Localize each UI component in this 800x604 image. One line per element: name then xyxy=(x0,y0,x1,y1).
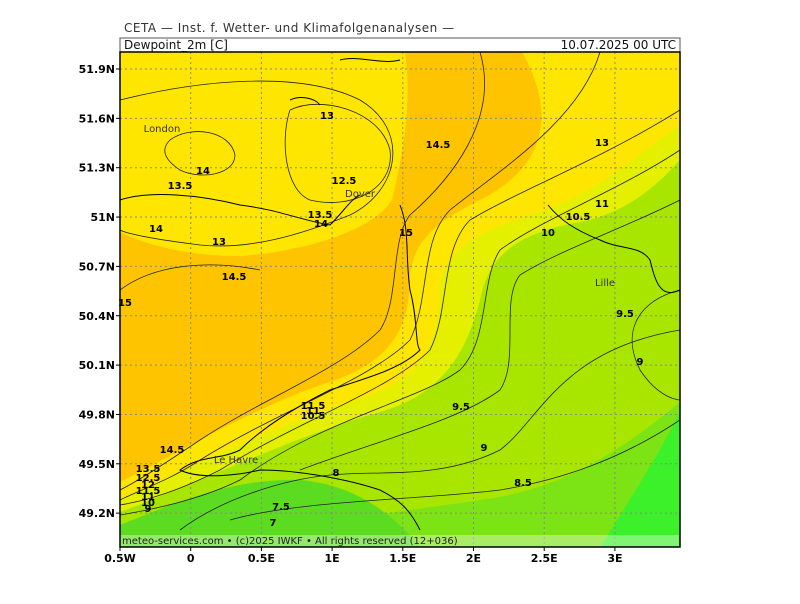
contour-label: 14 xyxy=(149,224,163,235)
contour-label: 12.5 xyxy=(332,176,357,187)
contour-label: 13.5 xyxy=(136,464,161,475)
contour-label: 7.5 xyxy=(272,502,290,513)
y-tick-label: 51.9N xyxy=(79,63,115,76)
contour xyxy=(120,80,394,247)
city-labels: London Dover Lille Le Havre xyxy=(144,124,615,466)
y-tick-label: 51.6N xyxy=(79,112,115,125)
footer-text: meteo-services.com • (c)2025 IWKF • All … xyxy=(122,536,458,547)
coastline xyxy=(120,194,361,226)
contour xyxy=(120,109,680,506)
contour-label: 14.5 xyxy=(426,140,451,151)
coastline xyxy=(289,58,401,106)
contour-label: 10 xyxy=(141,498,155,509)
contour xyxy=(229,419,680,521)
contour-label: 9 xyxy=(145,504,152,515)
contour-label: 9 xyxy=(481,443,488,454)
valid-time: 10.07.2025 00 UTC xyxy=(561,38,676,52)
contour-label: 10.5 xyxy=(301,411,326,422)
contour xyxy=(284,103,391,203)
contour-label: 9.5 xyxy=(616,309,634,320)
y-tick-label: 49.8N xyxy=(79,408,115,421)
city-label: Dover xyxy=(345,189,376,200)
contour-label: 12.5 xyxy=(136,473,161,484)
coastline xyxy=(179,204,421,531)
contour-label: 13 xyxy=(212,237,226,248)
y-tick-label: 51N xyxy=(90,211,115,224)
contour-label: 14.5 xyxy=(160,445,185,456)
city-label: London xyxy=(144,124,181,135)
field-green-mid xyxy=(230,402,680,547)
contour-label: 13.5 xyxy=(308,210,333,221)
y-tick-label: 50.7N xyxy=(79,260,115,273)
contour-label: 9.5 xyxy=(452,402,470,413)
contour-label: 11 xyxy=(595,199,609,210)
border xyxy=(547,204,680,293)
contour-label: 11 xyxy=(306,406,320,417)
contour-label: 7 xyxy=(270,518,277,529)
contour xyxy=(120,52,601,501)
contour-label: 10 xyxy=(541,228,555,239)
contour-label: 12 xyxy=(141,480,155,491)
contour-label: 9 xyxy=(637,357,644,368)
x-tick-label: 1.5E xyxy=(389,552,416,565)
contour-label: 14.5 xyxy=(222,272,247,283)
contour xyxy=(299,199,680,471)
city-label: Lille xyxy=(595,278,615,289)
x-tick-label: 0 xyxy=(187,552,195,565)
contour-label: 8 xyxy=(333,468,340,479)
y-tick-label: 50.4N xyxy=(79,310,115,323)
contour-label: 11.5 xyxy=(136,486,161,497)
contour xyxy=(120,52,485,491)
contour xyxy=(631,289,680,401)
x-tick-label: 2E xyxy=(466,552,481,565)
contour-label: 11.5 xyxy=(301,401,326,412)
x-tick-label: 1E xyxy=(325,552,340,565)
header-title: CETA — Inst. f. Wetter- und Klimafolgena… xyxy=(124,21,455,35)
contour-label: 13.5 xyxy=(168,181,193,192)
footer-strip xyxy=(120,535,680,547)
contour xyxy=(164,131,236,176)
contour-label: 15 xyxy=(399,228,413,239)
x-tick-label: 2.5E xyxy=(531,552,558,565)
axes: 0.5W 0 0.5E 1E 1.5E 2E 2.5E 3E 51.9N 51.6N 51.3N 51… xyxy=(79,63,623,565)
y-tick-label: 51.3N xyxy=(79,162,115,175)
contour-label: 13 xyxy=(320,111,334,122)
y-tick-label: 49.2N xyxy=(79,507,115,520)
field-yellow xyxy=(120,52,408,256)
field-green xyxy=(120,160,680,547)
x-tick-label: 3E xyxy=(607,552,622,565)
contour xyxy=(120,264,261,291)
grid xyxy=(120,52,680,547)
variable-name: Dewpoint_2m [C] xyxy=(124,38,228,52)
contour-label: 8.5 xyxy=(514,478,532,489)
contour-label: 13 xyxy=(595,138,609,149)
x-tick-label: 0.5E xyxy=(248,552,275,565)
city-label: Le Havre xyxy=(214,455,258,466)
y-tick-label: 50.1N xyxy=(79,359,115,372)
contour xyxy=(120,149,680,516)
contour-label: 10.5 xyxy=(566,212,591,223)
contour-label: 11 xyxy=(141,492,155,503)
y-tick-label: 49.5N xyxy=(79,458,115,471)
x-tick-label: 0.5W xyxy=(104,552,136,565)
contour-label: 14 xyxy=(314,219,328,230)
contour xyxy=(179,329,680,531)
map-frame xyxy=(119,51,681,548)
contour-label: 14 xyxy=(196,166,210,177)
map-field: meteo-services.com • (c)2025 IWKF • All … xyxy=(120,52,680,547)
contour-label: 15 xyxy=(118,298,132,309)
